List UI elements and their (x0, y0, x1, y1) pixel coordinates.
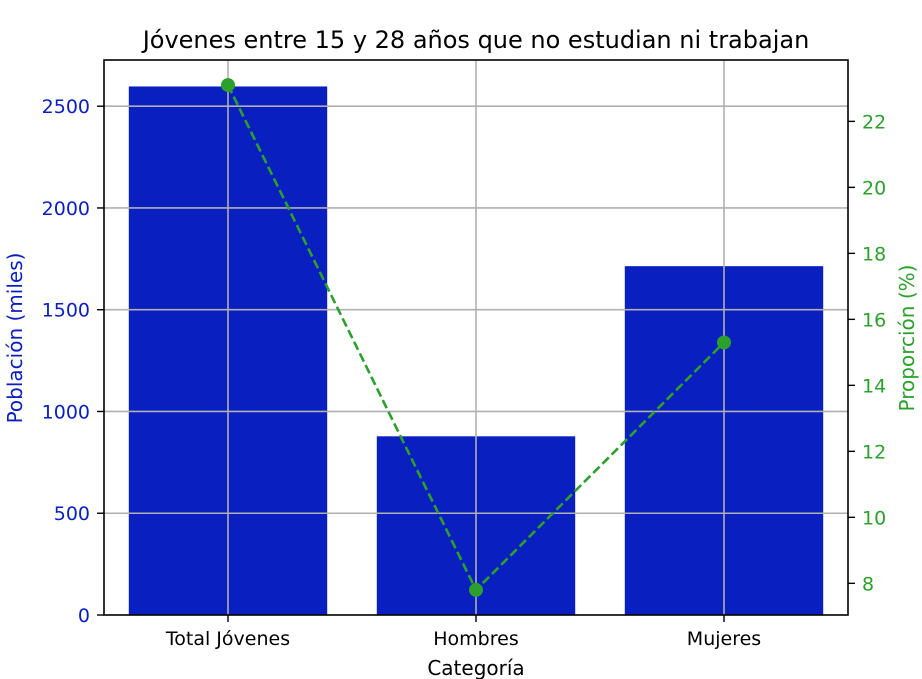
y-right-tick-label-0: 8 (862, 573, 874, 595)
line-point-2 (717, 335, 731, 350)
y-axis-right-label: Proporción (%) (895, 265, 919, 412)
y-axis-left-label: Población (miles) (3, 253, 27, 424)
y-left-tick-label-2: 1000 (42, 401, 90, 423)
line-layer (221, 78, 731, 597)
grid-layer (104, 60, 848, 615)
y-right-tick-label-2: 12 (862, 441, 886, 463)
y-left-tick-label-5: 2500 (42, 96, 90, 118)
y-right-tick-label-1: 10 (862, 507, 886, 529)
y-left-tick-label-4: 2000 (42, 198, 90, 220)
x-axis-label: Categoría (427, 656, 524, 679)
y-left-tick-label-1: 500 (54, 503, 90, 525)
line-point-1 (469, 582, 483, 597)
y-right-tick-label-7: 22 (862, 111, 886, 133)
y-right-tick-label-3: 14 (862, 375, 886, 397)
line-point-0 (221, 78, 235, 93)
y-axis-right: 8 10 12 14 16 18 20 22 (848, 111, 886, 595)
chart-title: Jóvenes entre 15 y 28 años que no estudi… (141, 26, 810, 54)
y-right-tick-label-4: 16 (862, 309, 886, 331)
y-left-tick-label-3: 1500 (42, 300, 90, 322)
y-left-tick-label-0: 0 (78, 605, 90, 627)
y-axis-left: 0 500 1000 1500 2000 2500 (42, 96, 104, 627)
x-tick-label-0: Total Jóvenes (165, 628, 290, 650)
x-tick-label-2: Mujeres (687, 628, 761, 650)
y-right-tick-label-5: 18 (862, 243, 886, 265)
x-axis: Total Jóvenes Hombres Mujeres (165, 615, 761, 650)
x-tick-label-1: Hombres (433, 628, 518, 650)
y-right-tick-label-6: 20 (862, 177, 886, 199)
